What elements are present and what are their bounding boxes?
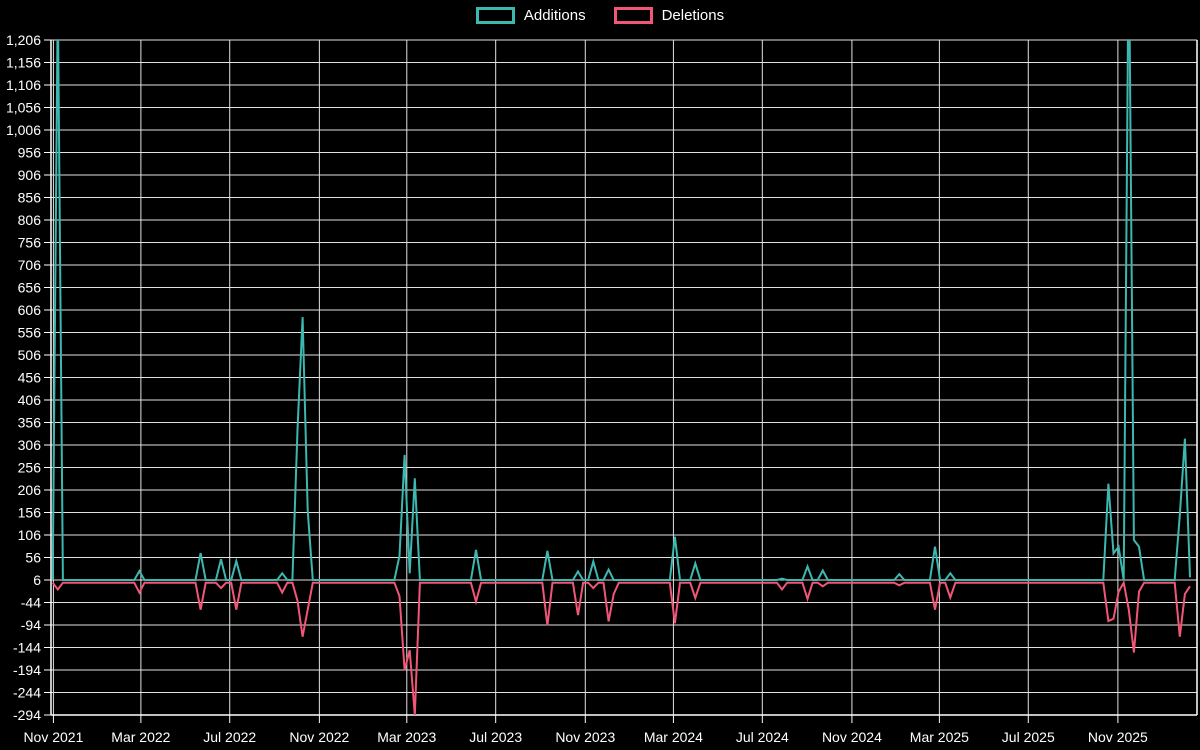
legend-item-deletions[interactable]: Deletions	[613, 7, 725, 24]
x-tick-label: Jul 2023	[469, 729, 522, 745]
x-tick-label: Nov 2023	[555, 729, 615, 745]
y-tick-label: 356	[18, 415, 42, 431]
x-tick-label: Jul 2022	[203, 729, 256, 745]
x-tick-label: Jul 2024	[736, 729, 789, 745]
y-tick-label: -194	[13, 662, 41, 678]
y-tick-label: 306	[18, 437, 42, 453]
legend-item-additions[interactable]: Additions	[475, 7, 586, 24]
y-tick-label: 1,056	[6, 100, 41, 116]
y-tick-label: 956	[18, 145, 42, 161]
x-tick-label: Mar 2024	[644, 729, 703, 745]
x-tick-label: Nov 2022	[289, 729, 349, 745]
additions-line	[51, 40, 1191, 581]
x-tick-label: Nov 2021	[23, 729, 83, 745]
legend-label-deletions: Deletions	[661, 7, 725, 24]
y-tick-label: -44	[21, 595, 41, 611]
y-tick-label: 156	[18, 505, 42, 521]
x-tick-label: Mar 2025	[910, 729, 969, 745]
deletions-line	[51, 579, 1191, 715]
x-tick-label: Mar 2022	[111, 729, 170, 745]
chart-legend: Additions Deletions	[0, 7, 1200, 24]
y-tick-label: 1,206	[6, 32, 41, 48]
y-tick-label: 106	[18, 527, 42, 543]
y-tick-label: 806	[18, 212, 42, 228]
y-tick-label: 1,106	[6, 77, 41, 93]
y-tick-label: 456	[18, 370, 42, 386]
y-tick-label: 706	[18, 257, 42, 273]
y-tick-label: 1,006	[6, 122, 41, 138]
additions-swatch-icon	[475, 7, 515, 24]
deletions-swatch-icon	[613, 7, 653, 24]
y-tick-label: 56	[25, 550, 41, 566]
legend-label-additions: Additions	[523, 7, 586, 24]
y-tick-label: 256	[18, 460, 42, 476]
y-tick-label: 656	[18, 280, 42, 296]
x-tick-label: Nov 2025	[1088, 729, 1148, 745]
y-tick-label: 756	[18, 235, 42, 251]
y-tick-label: -294	[13, 707, 41, 723]
y-tick-label: 1,156	[6, 55, 41, 71]
y-tick-label: -244	[13, 685, 41, 701]
y-tick-label: 556	[18, 325, 42, 341]
x-tick-label: Nov 2024	[822, 729, 882, 745]
y-tick-label: 906	[18, 167, 42, 183]
y-tick-label: -94	[21, 617, 41, 633]
y-tick-label: 406	[18, 392, 42, 408]
y-tick-label: 206	[18, 482, 42, 498]
y-tick-label: 856	[18, 190, 42, 206]
x-tick-label: Mar 2023	[377, 729, 436, 745]
y-tick-label: 506	[18, 347, 42, 363]
x-tick-label: Jul 2025	[1002, 729, 1055, 745]
y-tick-label: 6	[33, 572, 41, 588]
y-tick-label: 606	[18, 302, 42, 318]
y-tick-label: -144	[13, 640, 41, 656]
